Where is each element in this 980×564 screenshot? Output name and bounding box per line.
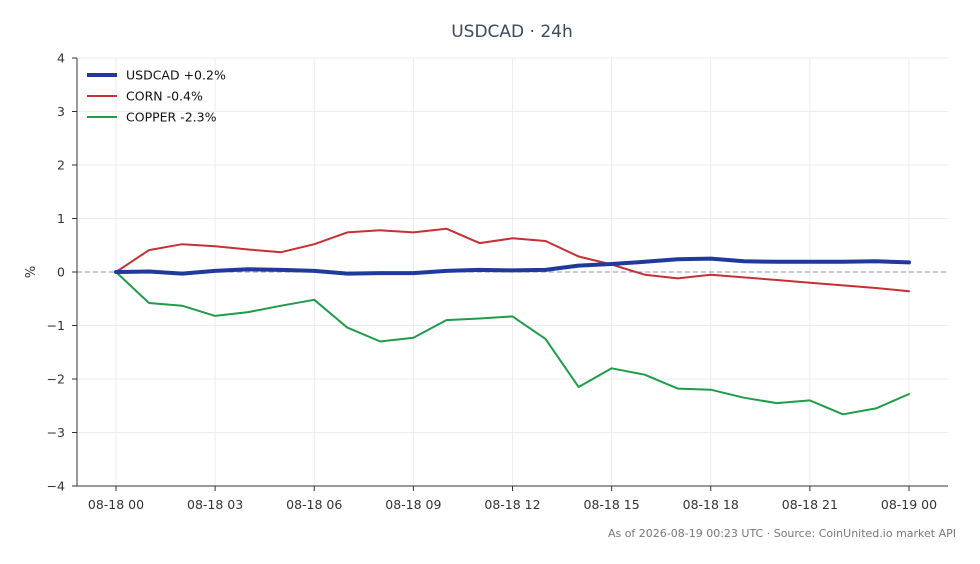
y-tick-label: 2	[57, 158, 65, 173]
chart-title: USDCAD · 24h	[451, 22, 573, 42]
axes: 4 3 2 1 0 −1 −2 −3 −4 08-18 00 08-18 03 08-18 06 08-…	[47, 51, 948, 512]
y-tick-label: −2	[47, 372, 65, 387]
x-tick-label: 08-18 18	[683, 497, 739, 512]
x-tick-label: 08-18 12	[484, 497, 540, 512]
x-tick-label: 08-19 00	[881, 497, 937, 512]
y-tick-label: −3	[47, 425, 65, 440]
y-tick-label: −4	[47, 479, 65, 494]
x-tick-label: 08-18 21	[782, 497, 838, 512]
y-tick-label: 1	[57, 211, 65, 226]
legend: USDCAD +0.2% CORN -0.4% COPPER -2.3%	[87, 68, 226, 125]
y-tick-label: 0	[57, 265, 65, 280]
x-tick-label: 08-18 06	[286, 497, 342, 512]
series-group	[114, 227, 911, 416]
y-tick-label: 4	[57, 51, 65, 66]
legend-label: COPPER -2.3%	[126, 110, 217, 125]
series-line-0	[114, 256, 911, 276]
y-axis-label: %	[24, 266, 39, 278]
series-line-1	[115, 227, 910, 293]
x-tick-label: 08-18 09	[385, 497, 441, 512]
y-tick-label: −1	[47, 318, 65, 333]
x-tick-label: 08-18 03	[187, 497, 243, 512]
x-tick-label: 08-18 00	[88, 497, 144, 512]
y-tick-label: 3	[57, 104, 65, 119]
legend-label: CORN -0.4%	[126, 89, 203, 104]
series-line-2	[115, 271, 910, 416]
footer-source: As of 2026-08-19 00:23 UTC · Source: Coi…	[608, 527, 956, 540]
legend-label: USDCAD +0.2%	[126, 68, 226, 83]
x-tick-label: 08-18 15	[584, 497, 640, 512]
